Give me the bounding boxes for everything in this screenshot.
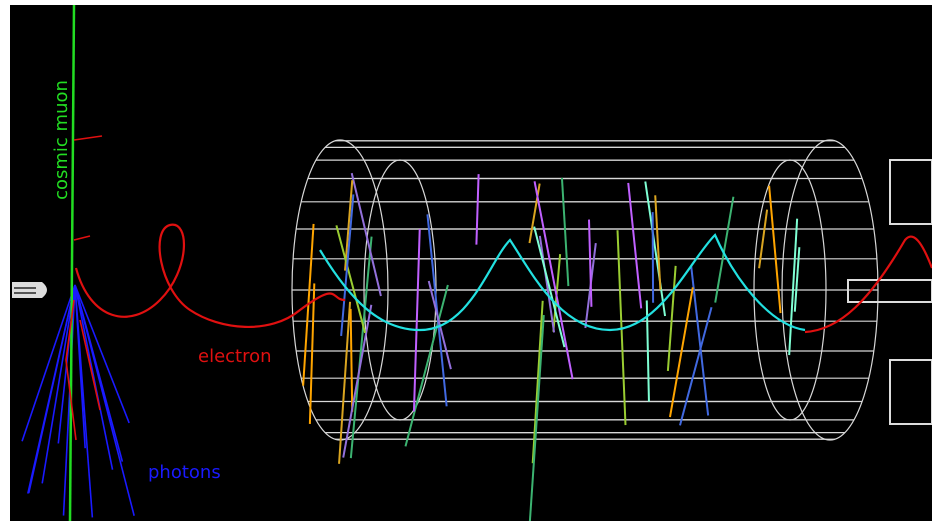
- page: cosmic muon electron photons (() => { co…: [0, 0, 932, 521]
- electron-label: electron: [198, 346, 272, 367]
- left-object: [12, 282, 47, 298]
- event-display: cosmic muon electron photons: [0, 0, 932, 521]
- muon-label: cosmic muon: [51, 80, 72, 200]
- photons-label: photons: [148, 462, 221, 483]
